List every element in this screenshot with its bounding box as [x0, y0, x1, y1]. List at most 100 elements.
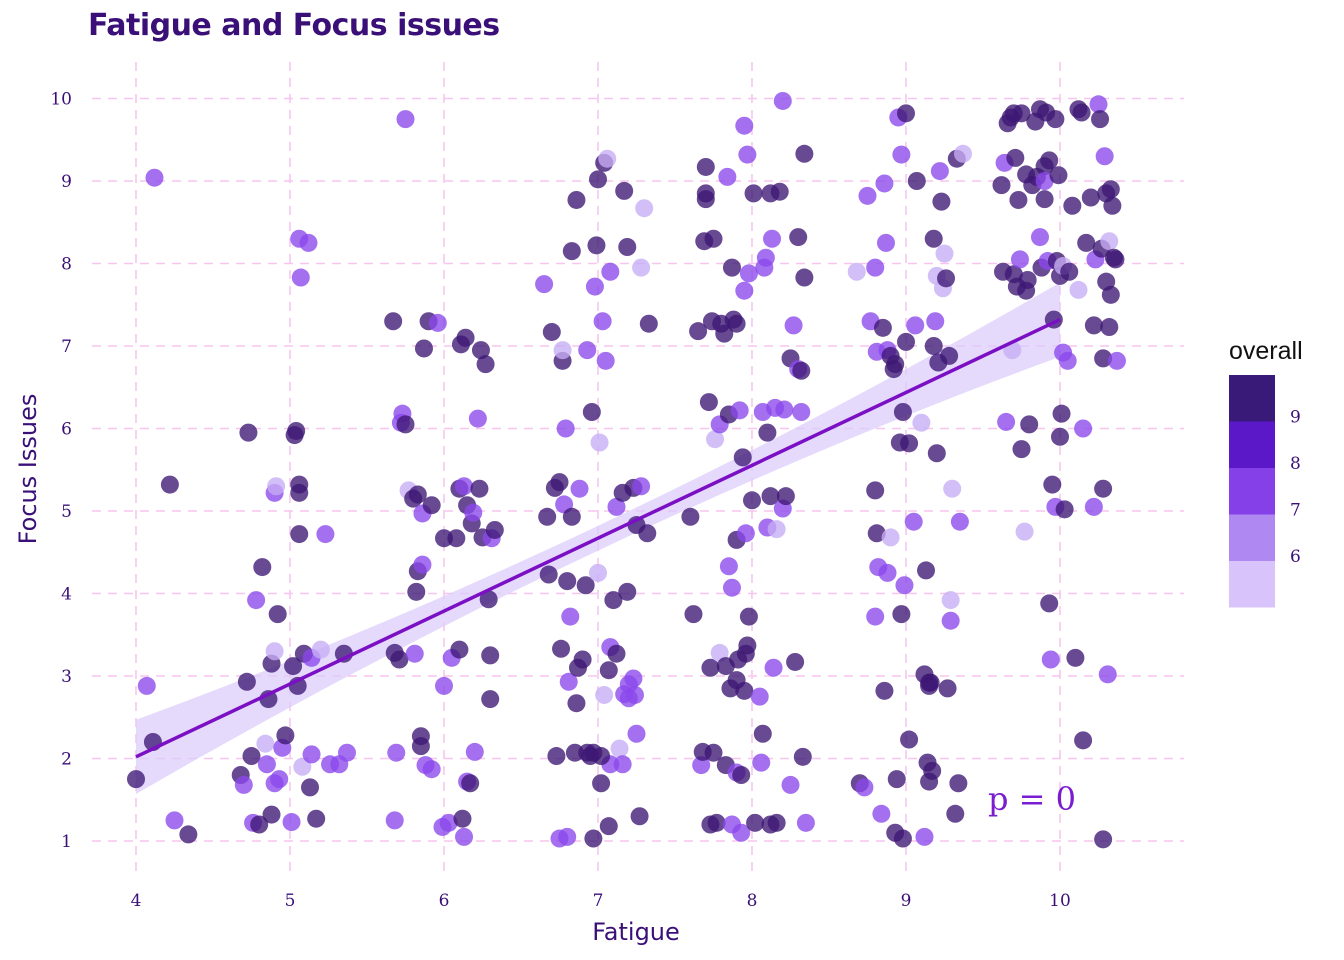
data-point — [739, 264, 758, 283]
data-point — [1074, 731, 1093, 750]
data-point — [253, 558, 272, 577]
data-point — [1098, 665, 1117, 684]
data-point — [935, 244, 954, 263]
data-point — [750, 687, 769, 706]
data-point — [887, 770, 906, 789]
data-point — [770, 182, 789, 201]
data-point — [618, 582, 637, 601]
legend-swatch — [1229, 421, 1275, 468]
data-point — [1040, 151, 1059, 170]
data-point — [267, 477, 286, 496]
data-point — [739, 607, 758, 626]
data-point — [539, 565, 558, 584]
data-point — [561, 607, 580, 626]
data-point — [1084, 316, 1103, 335]
data-point — [411, 727, 430, 746]
data-point — [775, 400, 794, 419]
x-tick-label: 5 — [285, 891, 296, 911]
data-point — [635, 199, 654, 218]
data-point — [881, 528, 900, 547]
data-point — [590, 433, 609, 452]
data-point — [384, 312, 403, 331]
data-point — [456, 328, 475, 347]
legend-label: 7 — [1290, 501, 1301, 521]
data-point — [938, 679, 957, 698]
data-point — [613, 755, 632, 774]
data-point — [638, 524, 657, 543]
data-point — [256, 734, 275, 753]
data-point — [558, 572, 577, 591]
data-point — [753, 724, 772, 743]
data-point — [435, 676, 453, 695]
data-point — [1055, 500, 1074, 519]
data-point — [234, 775, 253, 794]
data-point — [598, 149, 617, 168]
data-point — [950, 512, 969, 531]
data-point — [601, 262, 620, 281]
data-point — [722, 258, 741, 277]
data-point — [949, 774, 968, 793]
data-point — [735, 281, 754, 300]
legend-title: overall — [1229, 337, 1303, 365]
data-point — [471, 341, 490, 360]
data-point — [722, 578, 741, 597]
legend-label: 6 — [1290, 547, 1301, 567]
trend-line — [135, 318, 1061, 759]
data-point — [795, 268, 814, 287]
data-point — [578, 341, 597, 360]
data-point — [1010, 250, 1029, 269]
data-point — [758, 423, 777, 442]
data-point — [290, 475, 309, 494]
data-point — [1020, 415, 1039, 434]
data-point — [855, 778, 874, 797]
data-point — [547, 747, 566, 766]
legend-labels: 9 8 7 6 — [1290, 408, 1301, 568]
data-point — [1089, 95, 1108, 114]
x-tick-label: 4 — [131, 891, 142, 911]
data-point — [455, 477, 474, 496]
data-point — [414, 339, 433, 358]
data-point — [795, 144, 814, 163]
data-point — [699, 393, 718, 412]
data-point — [470, 479, 489, 498]
data-point — [743, 491, 761, 510]
data-point — [932, 192, 951, 211]
data-point — [926, 312, 945, 331]
data-point — [396, 110, 415, 129]
data-point — [584, 829, 603, 848]
data-point — [792, 403, 811, 421]
data-point — [1101, 285, 1120, 304]
data-point — [1066, 648, 1085, 667]
data-point — [875, 174, 894, 193]
data-point — [553, 341, 572, 360]
data-point — [920, 673, 939, 692]
data-point — [1084, 497, 1103, 516]
data-point — [165, 811, 184, 830]
data-point — [282, 813, 301, 832]
data-point — [422, 496, 441, 515]
data-point — [1072, 103, 1091, 122]
data-point — [422, 760, 441, 779]
data-point — [1094, 479, 1113, 498]
data-point — [585, 277, 604, 296]
data-point — [262, 805, 281, 824]
data-point — [385, 811, 404, 830]
data-point — [706, 430, 725, 449]
x-tick-label: 8 — [747, 891, 758, 911]
y-tick-label: 9 — [61, 172, 72, 192]
data-point — [311, 640, 330, 659]
legend: overall 9 8 7 6 — [1229, 337, 1303, 608]
data-point — [587, 236, 606, 255]
data-point — [892, 145, 911, 164]
data-point — [900, 730, 919, 749]
data-point — [692, 756, 711, 775]
data-point — [627, 724, 646, 743]
data-point — [792, 361, 811, 380]
data-point — [1018, 271, 1037, 289]
data-point — [924, 229, 943, 248]
data-point — [301, 778, 320, 797]
data-point — [781, 775, 800, 794]
data-point — [481, 690, 500, 709]
data-point — [250, 815, 269, 834]
data-point — [127, 770, 145, 789]
